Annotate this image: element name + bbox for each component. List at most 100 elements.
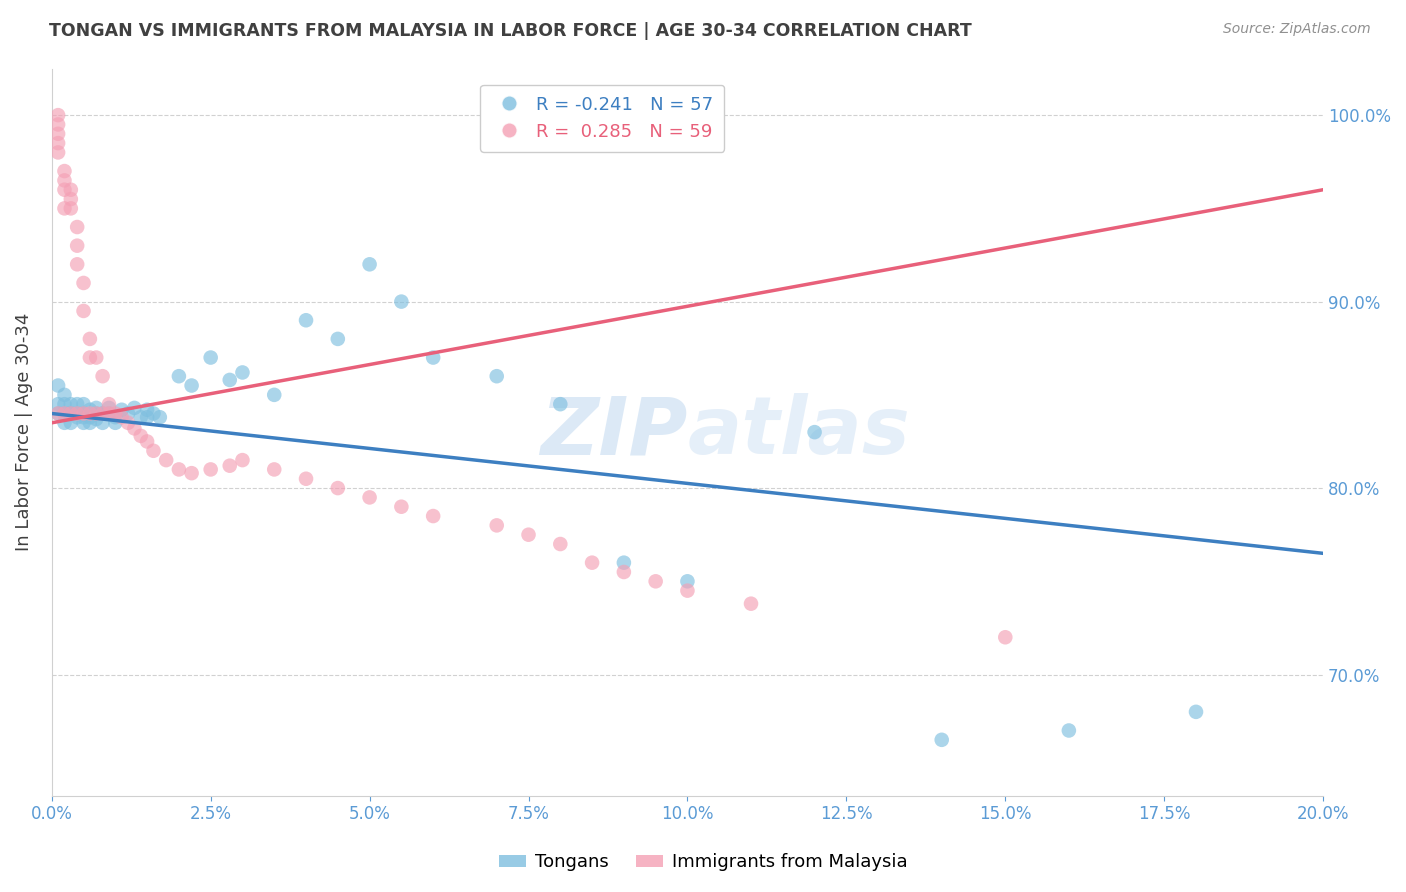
Point [91,416,114,430]
Legend: R = -0.241   N = 57, R =  0.285   N = 59: R = -0.241 N = 57, R = 0.285 N = 59 [481,85,724,152]
Point [142,407,165,421]
Point [422,509,444,524]
Point [79,402,101,417]
Point [46,378,69,392]
Point [72,276,94,290]
Point [326,481,349,495]
Point [59,407,82,421]
Point [66,410,89,425]
Point [167,462,190,476]
Point [104,410,127,425]
Point [79,351,101,365]
Point [263,388,285,402]
Point [97,401,120,415]
Point [136,434,159,449]
Point [129,429,152,443]
Point [124,421,146,435]
Point [389,294,412,309]
Point [117,416,139,430]
Point [59,202,82,216]
Point [66,257,89,271]
Point [72,397,94,411]
Text: TONGAN VS IMMIGRANTS FROM MALAYSIA IN LABOR FORCE | AGE 30-34 CORRELATION CHART: TONGAN VS IMMIGRANTS FROM MALAYSIA IN LA… [49,22,972,40]
Point [46,407,69,421]
Point [422,351,444,365]
Text: ZIP: ZIP [540,393,688,471]
Point [46,127,69,141]
Point [53,202,76,216]
Point [231,453,253,467]
Point [326,332,349,346]
Point [91,369,114,384]
Point [91,407,114,421]
Point [72,304,94,318]
Text: atlas: atlas [688,393,910,471]
Point [676,574,699,589]
Point [644,574,666,589]
Point [136,410,159,425]
Point [180,378,202,392]
Point [676,583,699,598]
Point [1185,705,1208,719]
Point [84,407,107,421]
Point [155,453,177,467]
Point [66,238,89,252]
Point [218,458,240,473]
Point [111,410,134,425]
Legend: Tongans, Immigrants from Malaysia: Tongans, Immigrants from Malaysia [492,847,914,879]
Point [79,416,101,430]
Point [72,407,94,421]
Point [84,407,107,421]
Point [79,410,101,425]
Point [931,732,953,747]
Point [66,220,89,235]
Point [72,410,94,425]
Point [180,466,202,480]
Point [359,491,381,505]
Point [111,402,134,417]
Point [46,136,69,150]
Point [359,257,381,271]
Point [79,332,101,346]
Point [66,407,89,421]
Point [295,313,318,327]
Point [129,410,152,425]
Point [59,397,82,411]
Point [263,462,285,476]
Point [613,556,636,570]
Point [104,416,127,430]
Point [53,416,76,430]
Point [550,397,572,411]
Point [46,407,69,421]
Point [84,412,107,426]
Point [46,145,69,160]
Point [53,388,76,402]
Point [485,369,508,384]
Point [53,173,76,187]
Text: Source: ZipAtlas.com: Source: ZipAtlas.com [1223,22,1371,37]
Point [66,407,89,421]
Point [167,369,190,384]
Point [97,407,120,421]
Point [740,597,762,611]
Y-axis label: In Labor Force | Age 30-34: In Labor Force | Age 30-34 [15,313,32,551]
Point [72,407,94,421]
Point [97,397,120,411]
Point [136,402,159,417]
Point [59,416,82,430]
Point [46,397,69,411]
Point [485,518,508,533]
Point [53,407,76,421]
Point [59,407,82,421]
Point [613,565,636,579]
Point [295,472,318,486]
Point [142,443,165,458]
Point [59,407,82,421]
Point [72,416,94,430]
Point [91,407,114,421]
Point [66,397,89,411]
Point [46,108,69,122]
Point [218,373,240,387]
Point [1057,723,1080,738]
Point [97,407,120,421]
